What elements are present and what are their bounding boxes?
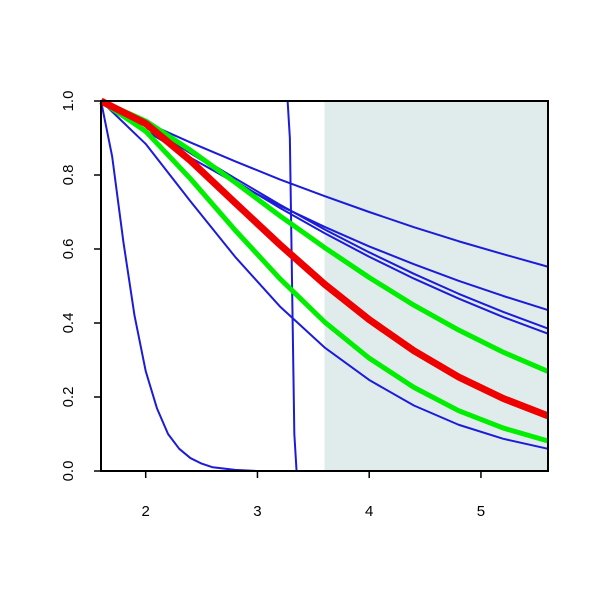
y-tick-label: 0.8: [60, 165, 77, 186]
y-tick-label: 1.0: [60, 91, 77, 112]
x-tick-label: 5: [477, 503, 485, 520]
curve: [99, 98, 549, 374]
x-tick-label: 2: [142, 503, 150, 520]
y-tick-label: 0.0: [60, 461, 77, 482]
x-tick-label: 4: [365, 503, 373, 520]
y-tick-label: 0.4: [60, 313, 77, 334]
curve: [100, 100, 549, 268]
curve: [100, 100, 258, 472]
x-tick-label: 3: [253, 503, 261, 520]
y-tick-label: 0.6: [60, 239, 77, 260]
curve: [100, 100, 549, 450]
shaded-region: [324, 101, 548, 471]
curve: [99, 98, 549, 444]
curve: [99, 97, 550, 420]
y-tick-label: 0.2: [60, 387, 77, 408]
plot-frame: [100, 100, 549, 472]
